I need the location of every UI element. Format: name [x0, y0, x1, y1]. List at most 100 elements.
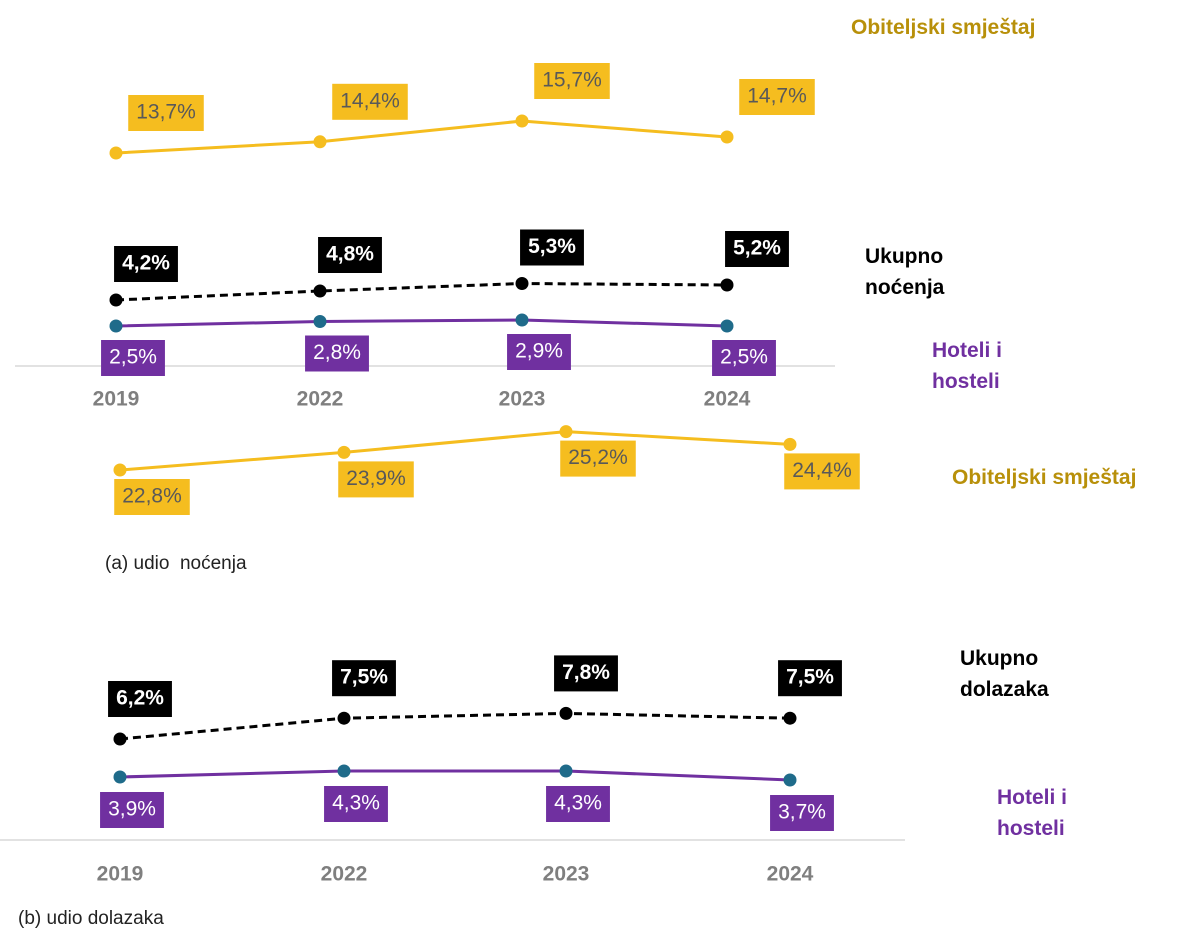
label-box: [784, 453, 860, 490]
series-line: [115, 119, 728, 155]
label-box: [725, 231, 789, 267]
value-label: 4,2%: [114, 246, 178, 282]
value-label-text: 2,5%: [720, 346, 768, 369]
marker: [720, 278, 734, 292]
marker: [109, 293, 123, 307]
marker: [313, 315, 327, 328]
series-name: Ukupno noćenja: [865, 245, 945, 299]
marker: [720, 319, 734, 333]
value-label: 24,4%: [784, 453, 860, 490]
label-box: [560, 440, 636, 477]
x-tick-label: 2019: [93, 388, 140, 411]
value-label: 23,9%: [338, 461, 414, 498]
series-name: Obiteljski smještaj: [851, 16, 1036, 39]
marker: [313, 284, 327, 298]
value-label: 5,3%: [520, 229, 584, 266]
label-box: [507, 334, 571, 370]
label-box: [101, 340, 165, 376]
marker: [109, 319, 123, 333]
marker: [337, 445, 351, 459]
series-line: [115, 318, 728, 328]
label-box: [712, 340, 776, 376]
series-line: [119, 430, 791, 472]
label-box: [100, 792, 164, 828]
caption: (a) udio noćenja: [105, 553, 247, 574]
label-box: [520, 229, 584, 266]
marker: [559, 425, 573, 439]
marker: [109, 146, 123, 160]
value-label-text: 3,7%: [778, 801, 826, 824]
value-label-text: 6,2%: [116, 687, 164, 710]
label-box: [108, 681, 172, 717]
x-tick-label: 2024: [767, 863, 814, 886]
label-box: [114, 246, 178, 282]
marker: [337, 764, 351, 778]
marker: [113, 463, 127, 477]
value-label-text: 7,5%: [786, 666, 834, 689]
value-label: 4,3%: [546, 786, 610, 822]
label-box: [114, 479, 190, 515]
marker: [783, 437, 797, 451]
x-tick-label: 2023: [543, 863, 590, 886]
marker: [515, 277, 529, 290]
marker: [783, 711, 797, 725]
marker: [113, 770, 127, 784]
value-label-text: 15,7%: [542, 69, 602, 92]
value-label-text: 24,4%: [792, 459, 852, 482]
value-label-text: 14,4%: [340, 89, 400, 112]
marker: [515, 114, 529, 128]
label-box: [554, 655, 618, 692]
marker: [337, 711, 351, 725]
x-tick-label: 2024: [704, 388, 751, 411]
value-label: 7,8%: [554, 655, 618, 692]
series-line: [115, 281, 728, 302]
caption: (b) udio dolazaka: [18, 908, 164, 929]
value-label: 14,7%: [739, 79, 815, 115]
series-name: Obiteljski smještaj: [952, 466, 1137, 489]
label-box: [739, 79, 815, 115]
value-label-text: 2,5%: [109, 346, 157, 369]
value-label: 2,8%: [305, 335, 369, 372]
label-box: [332, 83, 408, 120]
series-line: [119, 711, 791, 741]
marker: [515, 313, 529, 327]
value-label-text: 22,8%: [122, 485, 182, 508]
value-label: 7,5%: [778, 660, 842, 697]
value-label: 4,3%: [324, 786, 388, 822]
value-label-text: 23,9%: [346, 467, 406, 490]
x-tick-label: 2023: [499, 388, 546, 411]
marker: [783, 773, 797, 787]
label-box: [546, 786, 610, 822]
series-name: Hoteli i hosteli: [997, 786, 1068, 840]
label-box: [305, 335, 369, 372]
label-box: [318, 237, 382, 273]
label-box: [324, 786, 388, 822]
marker: [113, 732, 127, 746]
series-line: [119, 769, 791, 782]
label-box: [534, 63, 610, 99]
label-box: [338, 461, 414, 498]
value-label-text: 14,7%: [747, 85, 807, 108]
label-box: [128, 95, 204, 131]
marker: [559, 706, 573, 720]
label-box: [332, 660, 396, 697]
marker: [313, 135, 327, 149]
value-label-text: 7,5%: [340, 666, 388, 689]
value-label: 22,8%: [114, 479, 190, 515]
value-label: 25,2%: [560, 440, 636, 477]
value-label-text: 4,2%: [122, 252, 170, 275]
x-tick-label: 2019: [97, 863, 144, 886]
value-label-text: 7,8%: [562, 661, 610, 684]
value-label-text: 4,8%: [326, 243, 374, 266]
value-label: 15,7%: [534, 63, 610, 99]
series-name: Ukupno dolazaka: [960, 647, 1049, 701]
label-box: [778, 660, 842, 697]
value-label: 3,7%: [770, 795, 834, 831]
x-tick-label: 2022: [321, 863, 368, 886]
value-label: 2,5%: [101, 340, 165, 376]
value-label-text: 25,2%: [568, 446, 628, 469]
value-label: 6,2%: [108, 681, 172, 717]
value-label: 2,9%: [507, 334, 571, 370]
